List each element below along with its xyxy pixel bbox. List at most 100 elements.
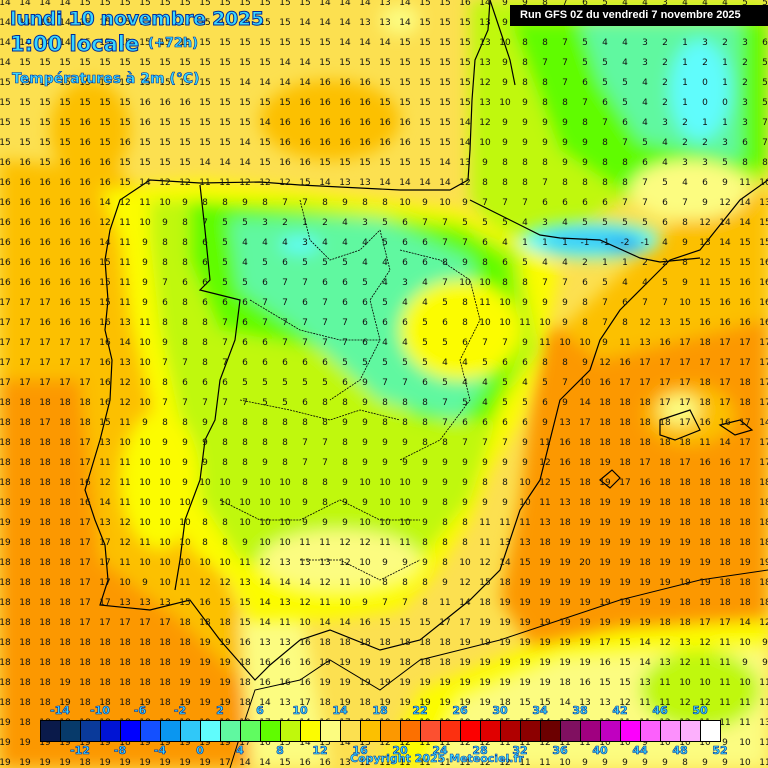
- grid-value: 19: [219, 698, 231, 708]
- grid-value: 7: [762, 138, 768, 148]
- grid-value: 6: [302, 298, 308, 308]
- grid-value: 14: [379, 178, 391, 188]
- legend-tick: 22: [412, 704, 428, 718]
- grid-value: 7: [482, 338, 488, 348]
- grid-value: 8: [582, 298, 588, 308]
- grid-value: 19: [339, 658, 351, 668]
- grid-value: 17: [739, 458, 751, 468]
- grid-value: 15: [559, 478, 571, 488]
- grid-value: 0: [722, 98, 728, 108]
- grid-value: 12: [699, 218, 711, 228]
- grid-value: 15: [119, 178, 131, 188]
- grid-value: 19: [399, 698, 411, 708]
- grid-value: 6: [342, 378, 348, 388]
- grid-value: 15: [119, 98, 131, 108]
- grid-value: 17: [719, 618, 731, 628]
- grid-value: 16: [279, 158, 291, 168]
- grid-value: 5: [662, 178, 668, 188]
- grid-value: 6: [162, 298, 168, 308]
- grid-value: 7: [562, 58, 568, 68]
- grid-value: 15: [419, 78, 431, 88]
- grid-value: 7: [462, 438, 468, 448]
- grid-value: 18: [239, 698, 251, 708]
- grid-value: 9: [422, 518, 428, 528]
- grid-value: 18: [399, 638, 411, 648]
- grid-value: 8: [562, 178, 568, 188]
- grid-value: 18: [19, 598, 31, 608]
- grid-value: 14: [359, 38, 371, 48]
- grid-value: 17: [79, 538, 91, 548]
- grid-value: 7: [582, 98, 588, 108]
- grid-value: 16: [379, 138, 391, 148]
- grid-value: 9: [562, 298, 568, 308]
- grid-value: 3: [262, 218, 268, 228]
- grid-value: 15: [119, 58, 131, 68]
- grid-value: 15: [399, 158, 411, 168]
- grid-value: 8: [182, 238, 188, 248]
- grid-value: 18: [439, 658, 451, 668]
- grid-value: 15: [279, 0, 291, 8]
- grid-value: 6: [442, 318, 448, 328]
- grid-value: 12: [699, 258, 711, 268]
- grid-value: 15: [99, 258, 111, 268]
- grid-value: 14: [279, 58, 291, 68]
- grid-value: 16: [719, 458, 731, 468]
- grid-value: 19: [179, 658, 191, 668]
- grid-value: 6: [202, 278, 208, 288]
- grid-value: 18: [319, 638, 331, 648]
- grid-value: 8: [442, 558, 448, 568]
- grid-value: 18: [79, 678, 91, 688]
- grid-value: 7: [222, 338, 228, 348]
- grid-value: 9: [522, 438, 528, 448]
- grid-value: 19: [559, 618, 571, 628]
- grid-value: 18: [419, 638, 431, 648]
- grid-value: 8: [522, 158, 528, 168]
- grid-value: 6: [462, 338, 468, 348]
- grid-value: 12: [479, 758, 491, 768]
- grid-value: 19: [519, 598, 531, 608]
- grid-value: 14: [319, 178, 331, 188]
- grid-value: 11: [419, 758, 431, 768]
- grid-value: 16: [0, 198, 11, 208]
- grid-value: 6: [482, 238, 488, 248]
- grid-value: 15: [359, 158, 371, 168]
- grid-value: 9: [362, 418, 368, 428]
- grid-value: 19: [599, 598, 611, 608]
- grid-value: 6: [422, 258, 428, 268]
- grid-value: 9: [502, 138, 508, 148]
- grid-value: 18: [739, 378, 751, 388]
- grid-value: 5: [342, 258, 348, 268]
- grid-value: 9: [722, 738, 728, 748]
- grid-value: 14: [119, 338, 131, 348]
- grid-value: 18: [59, 438, 71, 448]
- grid-value: 19: [659, 538, 671, 548]
- grid-value: 13: [599, 698, 611, 708]
- grid-value: 8: [442, 258, 448, 268]
- forecast-date: lundi 10 novembre 2025: [10, 8, 265, 31]
- grid-value: 14: [239, 158, 251, 168]
- grid-value: 9: [342, 478, 348, 488]
- grid-value: 18: [19, 478, 31, 488]
- grid-value: 19: [319, 678, 331, 688]
- legend-swatch: [681, 721, 701, 741]
- legend-tick: 30: [492, 704, 508, 718]
- grid-value: 15: [179, 138, 191, 148]
- grid-value: 4: [482, 378, 488, 388]
- grid-value: 4: [382, 278, 388, 288]
- grid-value: 10: [159, 478, 171, 488]
- grid-value: 15: [99, 118, 111, 128]
- grid-value: 14: [39, 38, 51, 48]
- grid-value: 4: [562, 258, 568, 268]
- grid-value: 15: [419, 18, 431, 28]
- grid-value: 17: [79, 518, 91, 528]
- grid-value: 19: [99, 738, 111, 748]
- grid-value: 15: [339, 158, 351, 168]
- grid-value: 5: [262, 398, 268, 408]
- grid-value: 9: [242, 478, 248, 488]
- grid-value: 12: [119, 378, 131, 388]
- grid-value: 13: [319, 558, 331, 568]
- legend-tick: 34: [532, 704, 548, 718]
- grid-value: 9: [422, 458, 428, 468]
- grid-value: 10: [659, 738, 671, 748]
- grid-value: 7: [282, 198, 288, 208]
